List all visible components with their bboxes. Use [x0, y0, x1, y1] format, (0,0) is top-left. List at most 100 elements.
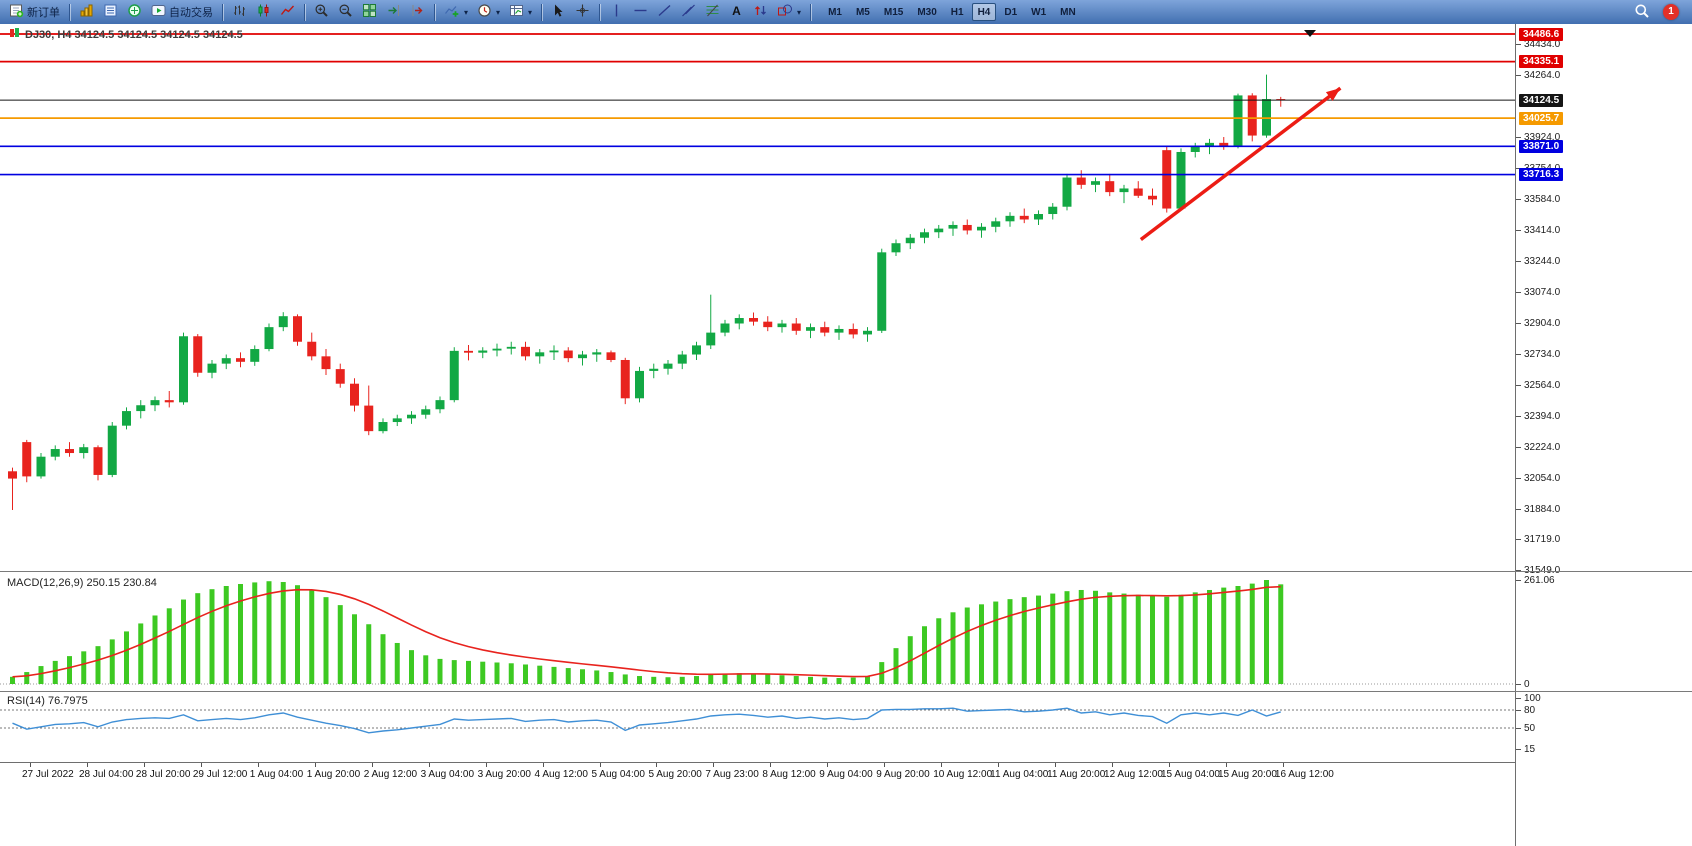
price-chart-canvas[interactable] [0, 24, 1692, 572]
y-axis-tick [1516, 415, 1521, 417]
candle-down [521, 346, 530, 357]
x-axis-tick [656, 763, 658, 767]
candlestick-chart-button[interactable] [252, 2, 275, 23]
crosshair-button[interactable] [571, 2, 594, 23]
x-axis-time-label: 15 Aug 04:00 [1161, 769, 1220, 780]
macd-bar [67, 656, 72, 684]
y-axis-tick [1516, 728, 1521, 729]
rsi-line [12, 707, 1281, 734]
dropdown-caret-icon: ▾ [464, 7, 469, 17]
main-toolbar: 新订单 自动交易 ▾ ▾ ▾ A ▾ [0, 0, 1692, 24]
x-axis-tick [941, 763, 943, 767]
new-order-button[interactable]: 新订单 [5, 2, 64, 23]
crosshair-icon [575, 3, 590, 21]
tab-timeframe-m1[interactable]: M1 [822, 3, 848, 21]
candle-down [1219, 142, 1229, 147]
macd-bar [665, 677, 671, 684]
x-axis-time-label: 3 Aug 04:00 [420, 769, 475, 780]
tab-timeframe-m15[interactable]: M15 [878, 3, 909, 21]
zoom-out-icon [338, 3, 353, 21]
search-button[interactable] [1630, 2, 1654, 23]
trend-arrow [1139, 86, 1342, 241]
vertical-line-button[interactable] [605, 2, 628, 23]
y-axis-tick [1516, 353, 1521, 355]
tab-timeframe-d1[interactable]: D1 [998, 3, 1023, 21]
macd-bar [1064, 591, 1070, 684]
tab-timeframe-h1[interactable]: H1 [945, 3, 970, 21]
macd-bar [1078, 589, 1084, 684]
x-axis-time-label: 5 Aug 04:00 [591, 769, 645, 780]
x-axis-time-label: 8 Aug 12:00 [762, 769, 816, 780]
price-level-badge: 33871.0 [1519, 139, 1564, 153]
macd-bar [622, 674, 628, 684]
candle-up [421, 409, 431, 415]
tab-timeframe-mn[interactable]: MN [1054, 3, 1082, 21]
navigator-button[interactable] [123, 2, 146, 23]
y-axis-tick [1516, 477, 1521, 479]
pane-divider[interactable] [0, 691, 1692, 692]
notification-badge[interactable]: 1 [1663, 4, 1679, 20]
macd-bar [238, 584, 243, 684]
zoom-in-button[interactable] [310, 2, 333, 23]
fibonacci-button[interactable] [701, 2, 724, 23]
indicators-button[interactable]: ▾ [440, 2, 472, 23]
rsi-indicator-canvas[interactable] [0, 692, 1692, 762]
macd-indicator-canvas[interactable] [0, 572, 1692, 692]
candle-up [592, 352, 602, 355]
tab-timeframe-m30[interactable]: M30 [911, 3, 942, 21]
trendline-button[interactable] [653, 2, 676, 23]
data-window-button[interactable] [99, 2, 122, 23]
auto-trading-button[interactable]: 自动交易 [147, 2, 217, 23]
macd-bar [295, 585, 300, 684]
chart-shift-button[interactable] [406, 2, 429, 23]
macd-bar [836, 678, 842, 684]
channel-icon [681, 3, 696, 21]
cursor-button[interactable] [547, 2, 570, 23]
macd-bar [166, 608, 172, 684]
y-axis-tick [1516, 684, 1521, 685]
macd-bar [1107, 592, 1113, 684]
text-icon: A [729, 3, 744, 21]
tab-timeframe-h4[interactable]: H4 [971, 3, 997, 21]
bar-chart-button[interactable] [228, 2, 251, 23]
macd-bar [195, 593, 201, 684]
periods-button[interactable]: ▾ [473, 2, 504, 23]
macd-bar [979, 604, 984, 684]
tab-timeframe-m5[interactable]: M5 [850, 3, 876, 21]
channel-button[interactable] [677, 2, 700, 23]
text-label-button[interactable]: A [725, 2, 748, 23]
zoom-out-button[interactable] [334, 2, 357, 23]
horizontal-line-button[interactable] [629, 2, 652, 23]
x-axis-tick [998, 763, 1000, 767]
candle-up [392, 418, 402, 423]
market-watch-button[interactable] [75, 2, 98, 23]
time-axis[interactable]: 27 Jul 2022 28 Jul 04:00 28 Jul 20:00 29 Ju… [0, 762, 1692, 846]
x-axis-tick [485, 763, 487, 767]
macd-bar [893, 648, 899, 684]
y-axis-tick-label: 31549.0 [1524, 565, 1560, 576]
tab-timeframe-w1[interactable]: W1 [1025, 3, 1052, 21]
macd-bar [81, 651, 87, 684]
candle-up [834, 328, 844, 333]
x-axis-tick [599, 763, 601, 767]
line-chart-button[interactable] [276, 2, 299, 23]
tile-windows-button[interactable] [358, 2, 381, 23]
candle-down [848, 328, 858, 335]
macd-bar [423, 655, 429, 684]
macd-bar [38, 666, 44, 684]
price-scale[interactable]: 34434.034264.033924.033754.033584.033414… [1515, 24, 1692, 846]
templates-button[interactable]: ▾ [505, 2, 536, 23]
macd-bar [109, 639, 115, 684]
shapes-button[interactable]: ▾ [773, 2, 805, 23]
pane-divider[interactable] [0, 571, 1692, 572]
macd-bar [922, 626, 927, 684]
x-axis-time-label: 10 Aug 12:00 [933, 769, 993, 780]
svg-text:A: A [732, 4, 741, 18]
arrows-button[interactable] [749, 2, 772, 23]
bar-chart-icon [232, 3, 247, 21]
y-axis-tick-label: 32904.0 [1524, 317, 1561, 329]
auto-scroll-button[interactable] [382, 2, 405, 23]
y-axis-tick [1516, 749, 1521, 750]
toolbar-separator [304, 3, 305, 21]
